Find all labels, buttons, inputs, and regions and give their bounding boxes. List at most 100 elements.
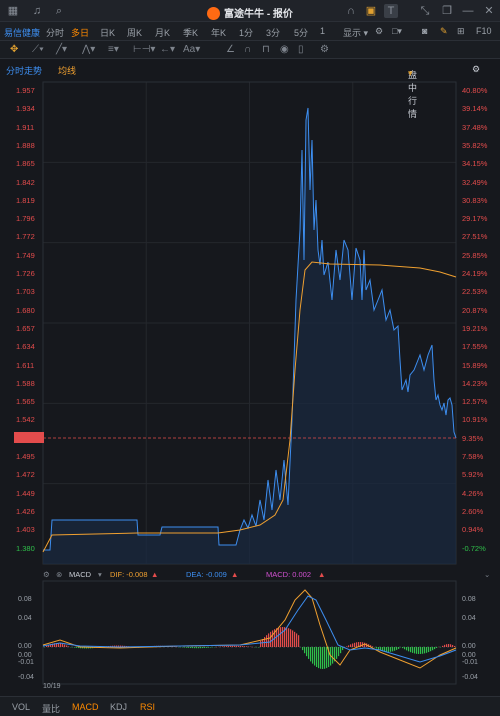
settings-icon-2[interactable]: ⚙ [472, 64, 481, 74]
gear-icon[interactable]: ⚙ [320, 44, 329, 55]
tab-health[interactable]: 易信健康 [4, 28, 41, 38]
percent-tick: 12.57% [462, 397, 488, 407]
percent-tick: 32.49% [462, 177, 488, 187]
macd-bar [230, 645, 232, 647]
headset-icon[interactable]: ∩ [347, 5, 355, 17]
collapse-icon[interactable]: ⤡ [420, 5, 430, 17]
macd-bar [50, 644, 52, 647]
avg-line [42, 261, 457, 553]
macd-dropdown-icon[interactable]: ▾ [98, 570, 102, 579]
eraser-icon[interactable]: ∠ [226, 44, 235, 55]
macd-bar [246, 646, 248, 647]
tab-1min[interactable]: 1分 [239, 28, 254, 38]
percent-tick: 2.60% [462, 506, 484, 516]
window-title-text: 富途牛牛 - 报价 [224, 9, 293, 20]
tab-3min[interactable]: 3分 [266, 28, 281, 38]
display-label: 显示 [343, 28, 362, 38]
tab-week-k[interactable]: 周K [127, 28, 143, 38]
minimize-icon[interactable]: — [462, 5, 474, 17]
channel-icon[interactable]: ╱▾ [56, 44, 68, 55]
tab-macd[interactable]: MACD [72, 702, 99, 712]
f10-button[interactable]: F10 [476, 26, 492, 36]
macd-bar [444, 644, 446, 647]
macd-bar [334, 647, 336, 662]
tab-rsi[interactable]: RSI [140, 702, 156, 712]
title-bar: ▦ ♫ ⌕ 富途牛牛 - 报价 ∩ ▣ T ⤡ ❐ — ✕ [0, 0, 500, 22]
macd-close-icon[interactable]: ⊗ [56, 570, 63, 579]
tab-month-k[interactable]: 月K [155, 28, 171, 38]
magnet-icon[interactable]: ∩ [244, 44, 252, 55]
settings-icon[interactable]: ⚙ [375, 26, 384, 36]
dif-line [42, 589, 457, 669]
crosshair-icon[interactable]: ✥ [10, 44, 19, 55]
macd-bar [224, 646, 226, 647]
percent-tick: 35.82% [462, 140, 488, 150]
macd-bar [204, 647, 206, 648]
tab-day-k[interactable]: 日K [100, 28, 116, 38]
lock-icon[interactable]: ⊓ [262, 44, 270, 55]
tab-volume-ratio[interactable]: 量比 [42, 704, 61, 714]
percent-tick: 30.83% [462, 195, 488, 205]
price-tick: 1.380 [16, 543, 35, 553]
shirt-icon[interactable]: T [384, 4, 398, 18]
macd-bar [398, 647, 400, 649]
macd-bar [392, 647, 394, 652]
close-icon[interactable]: ✕ [484, 5, 494, 17]
display-dropdown[interactable]: 显示 ▾ [343, 28, 369, 38]
percent-tick: 22.53% [462, 287, 488, 297]
macd-bar [376, 647, 378, 649]
macd-bar [298, 635, 300, 647]
trash-icon[interactable]: ▯ [298, 44, 304, 55]
fib-icon[interactable]: ≡▾ [108, 44, 119, 55]
price-tick: 1.934 [16, 104, 35, 114]
grid-icon[interactable]: ▦ [7, 5, 19, 17]
text-icon[interactable]: Aa▾ [183, 44, 201, 55]
percent-tick: 9.35% [462, 433, 484, 443]
tab-intraday[interactable]: 分时 [46, 28, 65, 38]
macd-tick: 0.00 [18, 652, 32, 659]
macd-collapse-icon[interactable]: ⌄ [484, 570, 491, 579]
zigzag-icon[interactable]: ⋀▾ [82, 44, 96, 55]
pen-icon[interactable]: ✎ [440, 26, 448, 36]
macd-bar [306, 647, 308, 657]
tab-multiday[interactable]: 多日 [71, 28, 90, 38]
tab-year-k[interactable]: 年K [211, 28, 227, 38]
macd-name[interactable]: MACD [69, 570, 92, 579]
percent-tick: 10.91% [462, 415, 488, 425]
bell-icon[interactable]: ♫ [32, 5, 42, 17]
grid-view-icon[interactable]: ⊞ [457, 26, 465, 36]
macd-bar [390, 647, 392, 652]
macd-bar [76, 647, 78, 648]
tab-5min[interactable]: 5分 [294, 28, 309, 38]
tab-quarter-k[interactable]: 季K [183, 28, 199, 38]
macd-bar [226, 646, 228, 647]
arrow-icon[interactable]: ←▾ [160, 44, 176, 55]
search-icon[interactable]: ⌕ [55, 5, 63, 17]
trendline-icon[interactable]: ⟋▾ [32, 44, 44, 55]
macd-dea: DEA: -0.009 [186, 570, 227, 579]
macd-bar [446, 644, 448, 647]
range-icon[interactable]: ⊢⊣▾ [133, 44, 156, 55]
macd-bar [296, 633, 298, 647]
price-tick: 1.565 [16, 397, 35, 407]
macd-bar [412, 647, 414, 653]
layout-dropdown-icon[interactable]: □▾ [392, 26, 402, 36]
window-title: 富途牛牛 - 报价 [0, 5, 500, 20]
tab-vol[interactable]: VOL [12, 702, 31, 712]
macd-value: MACD: 0.002 [266, 570, 312, 579]
macd-bar [272, 630, 274, 647]
macd-settings-icon[interactable]: ⚙ [43, 570, 50, 579]
bag-icon[interactable]: ▣ [365, 5, 377, 17]
macd-bar [436, 647, 438, 648]
camera-icon[interactable]: ◙ [422, 26, 428, 36]
price-tick: 1.634 [16, 342, 35, 352]
tab-1[interactable]: 1 [320, 26, 326, 36]
tab-kdj[interactable]: KDJ [110, 702, 128, 712]
macd-bar [426, 647, 428, 653]
eye-icon[interactable]: ◉ [280, 44, 289, 55]
macd-frame [42, 580, 457, 685]
dea-line [42, 595, 457, 663]
dif-up-icon: ▲ [151, 570, 159, 579]
restore-icon[interactable]: ❐ [442, 5, 452, 17]
